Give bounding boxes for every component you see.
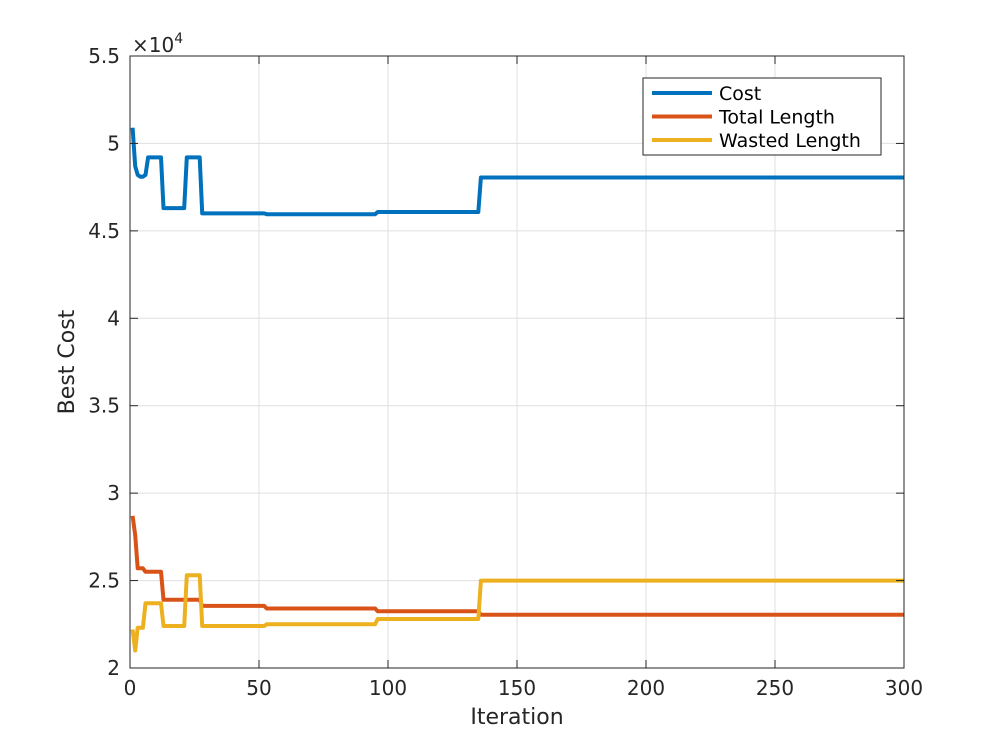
legend-label: Total Length [718, 107, 835, 129]
y-tick-label: 3.5 [88, 394, 120, 418]
ticks [129, 55, 905, 669]
series-line-wasted-length [130, 573, 904, 653]
y-multiplier-base: ×10 [132, 33, 174, 57]
series-line-cost [130, 127, 904, 217]
y-tick-label: 2 [107, 656, 120, 680]
series-layer [130, 127, 904, 653]
y-tick-label: 4.5 [88, 219, 120, 243]
x-tick-label: 300 [885, 676, 923, 700]
y-tick-label: 2.5 [88, 569, 120, 593]
tick-labels: 0 50 100 150 200 250 300 2 2.5 3 3.5 4 4.5 5 5.5 [88, 44, 923, 700]
x-tick-label: 50 [246, 676, 271, 700]
y-multiplier: ×104 [132, 31, 183, 57]
y-tick-label: 5.5 [88, 44, 120, 68]
x-axis-label: Iteration [470, 705, 563, 730]
y-axis-label: Best Cost [55, 309, 80, 414]
x-tick-label: 100 [369, 676, 407, 700]
x-tick-label: 250 [756, 676, 794, 700]
y-tick-label: 3 [107, 481, 120, 505]
y-multiplier-exponent: 4 [174, 31, 183, 47]
y-tick-label: 5 [107, 131, 120, 155]
x-tick-label: 0 [124, 676, 137, 700]
x-tick-label: 150 [498, 676, 536, 700]
y-tick-label: 4 [107, 306, 120, 330]
legend-label: Cost [719, 83, 761, 105]
x-tick-label: 200 [627, 676, 665, 700]
legend-label: Wasted Length [719, 130, 861, 152]
